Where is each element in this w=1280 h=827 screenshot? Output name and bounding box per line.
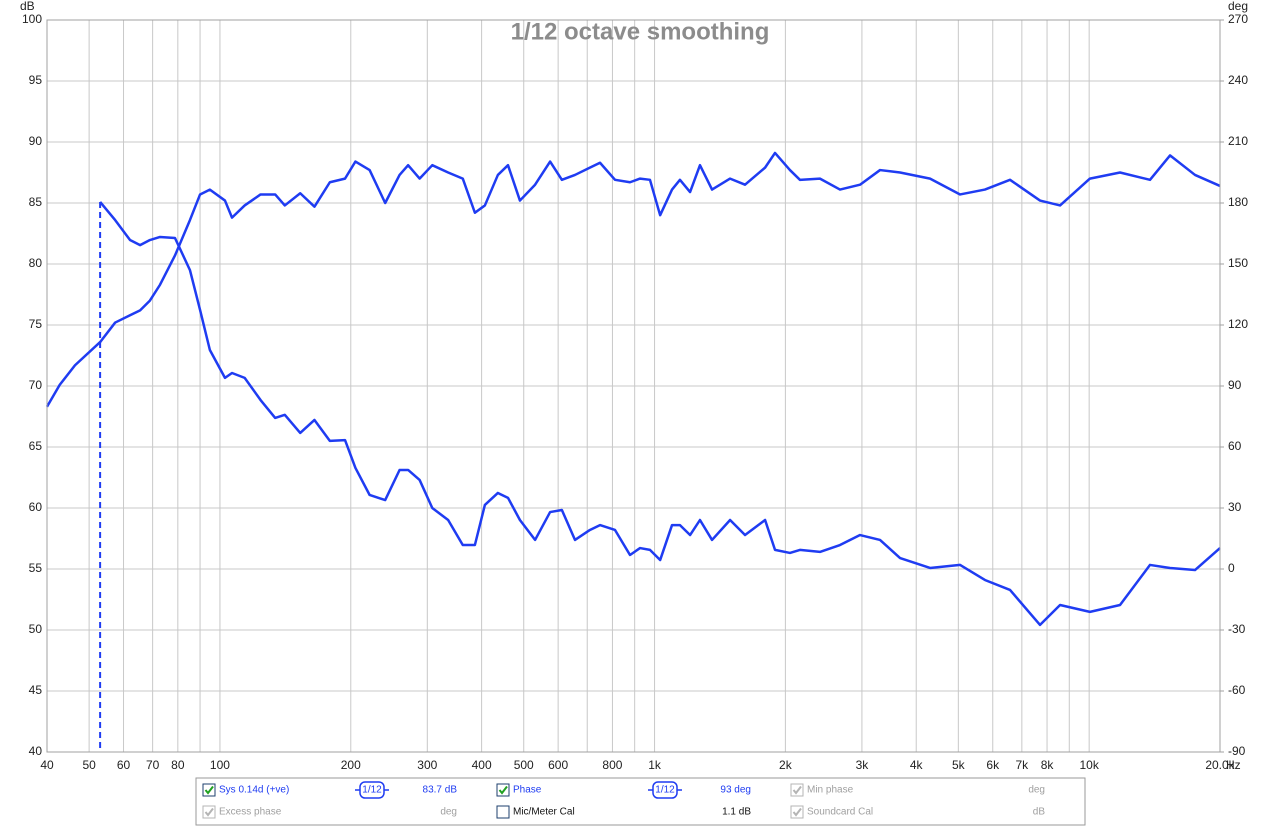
x-tick-label: 10k bbox=[1079, 758, 1099, 772]
x-tick-label: 5k bbox=[952, 758, 966, 772]
series-checkbox-check bbox=[204, 785, 214, 795]
series-line bbox=[45, 151, 1221, 408]
y-tick-label: 95 bbox=[29, 73, 43, 87]
series-checkbox[interactable] bbox=[202, 783, 216, 797]
panel-checkbox-check bbox=[792, 785, 802, 795]
x-tick-label: 3k bbox=[856, 758, 870, 772]
series-readout: 93 deg bbox=[720, 785, 751, 796]
x-tick-label: 1k bbox=[648, 758, 662, 772]
legend-panel bbox=[195, 777, 1086, 826]
y-tick-label: 80 bbox=[29, 256, 43, 270]
y2-tick-label: 0 bbox=[1228, 561, 1235, 575]
y-tick-label: 70 bbox=[29, 378, 43, 392]
y-tick-label: 65 bbox=[29, 439, 43, 453]
panel-item-readout: deg bbox=[440, 807, 457, 818]
panel-checkbox-check bbox=[792, 807, 802, 817]
x-tick-label: 7k bbox=[1016, 758, 1030, 772]
y2-tick-label: 240 bbox=[1228, 73, 1248, 87]
panel-item-label: Min phase bbox=[807, 785, 854, 796]
x-tick-label: 4k bbox=[910, 758, 924, 772]
y2-tick-label: 30 bbox=[1228, 500, 1242, 514]
y-tick-label: 45 bbox=[29, 683, 43, 697]
series-checkbox[interactable] bbox=[496, 783, 510, 797]
y2-tick-label: 90 bbox=[1228, 378, 1242, 392]
x-tick-label: 500 bbox=[514, 758, 534, 772]
y2-tick-label: 150 bbox=[1228, 256, 1248, 270]
panel-item-readout: dB bbox=[1033, 807, 1046, 818]
y2-tick-label: 210 bbox=[1228, 134, 1248, 148]
panel-item-label: Excess phase bbox=[219, 807, 282, 818]
panel-item-readout: deg bbox=[1028, 785, 1045, 796]
x-tick-label: 80 bbox=[171, 758, 185, 772]
y2-tick-label: -90 bbox=[1228, 744, 1246, 758]
smoothing-icon[interactable] bbox=[652, 781, 678, 799]
panel-checkbox-check bbox=[204, 807, 214, 817]
y2-tick-label: -30 bbox=[1228, 622, 1246, 636]
x-axis-label: Hz bbox=[1226, 758, 1241, 772]
y2-tick-label: 120 bbox=[1228, 317, 1248, 331]
x-tick-label: 50 bbox=[82, 758, 96, 772]
y-tick-label: 90 bbox=[29, 134, 43, 148]
y-tick-label: 85 bbox=[29, 195, 43, 209]
series-line bbox=[99, 201, 1221, 627]
x-tick-label: 8k bbox=[1041, 758, 1055, 772]
y2-tick-label: 180 bbox=[1228, 195, 1248, 209]
y-tick-label: 100 bbox=[22, 12, 42, 26]
y-tick-label: 60 bbox=[29, 500, 43, 514]
panel-checkbox bbox=[202, 805, 216, 819]
legend-panel-items: Sys 0.14d (+ve) 1/12 83.7 dB Phase 1/12 93 de… bbox=[202, 781, 1046, 819]
chart-title: 1/12 octave smoothing bbox=[511, 18, 770, 45]
x-tick-label: 60 bbox=[117, 758, 131, 772]
x-tick-label: 600 bbox=[548, 758, 568, 772]
x-tick-label: 800 bbox=[602, 758, 622, 772]
panel-item-label[interactable]: Mic/Meter Cal bbox=[513, 807, 575, 818]
series-checkbox-check bbox=[498, 785, 508, 795]
legend-entry[interactable]: Sys 0.14d (+ve) bbox=[219, 785, 289, 796]
panel-checkbox bbox=[790, 805, 804, 819]
panel-checkbox[interactable] bbox=[496, 805, 510, 819]
x-tick-label: 20.0k bbox=[1205, 758, 1235, 772]
y2-tick-label: 270 bbox=[1228, 12, 1248, 26]
panel-checkbox bbox=[790, 783, 804, 797]
x-tick-label: 40 bbox=[40, 758, 54, 772]
x-tick-label: 2k bbox=[779, 758, 793, 772]
x-tick-label: 70 bbox=[146, 758, 160, 772]
plot-lines bbox=[45, 151, 1221, 752]
y-tick-label: 75 bbox=[29, 317, 43, 331]
y-tick-label: 50 bbox=[29, 622, 43, 636]
smoothing-icon[interactable] bbox=[359, 781, 385, 799]
smoothing-label: 1/12 bbox=[655, 785, 675, 796]
y2-tick-label: -60 bbox=[1228, 683, 1246, 697]
smoothing-label: 1/12 bbox=[362, 785, 382, 796]
y2-tick-label: 60 bbox=[1228, 439, 1242, 453]
x-tick-label: 6k bbox=[986, 758, 1000, 772]
y-tick-label: 55 bbox=[29, 561, 43, 575]
x-tick-label: 100 bbox=[210, 758, 230, 772]
x-tick-label: 200 bbox=[341, 758, 361, 772]
panel-item-label: Soundcard Cal bbox=[807, 807, 873, 818]
x-tick-label: 400 bbox=[472, 758, 492, 772]
x-tick-label: 300 bbox=[417, 758, 437, 772]
y2-axis-label: deg bbox=[1228, 0, 1248, 13]
panel-item-readout: 1.1 dB bbox=[722, 807, 751, 818]
series-readout: 83.7 dB bbox=[423, 785, 458, 796]
y-tick-label: 40 bbox=[29, 744, 43, 758]
legend-entry[interactable]: Phase bbox=[513, 785, 542, 796]
y-axis-label: dB bbox=[20, 0, 35, 13]
